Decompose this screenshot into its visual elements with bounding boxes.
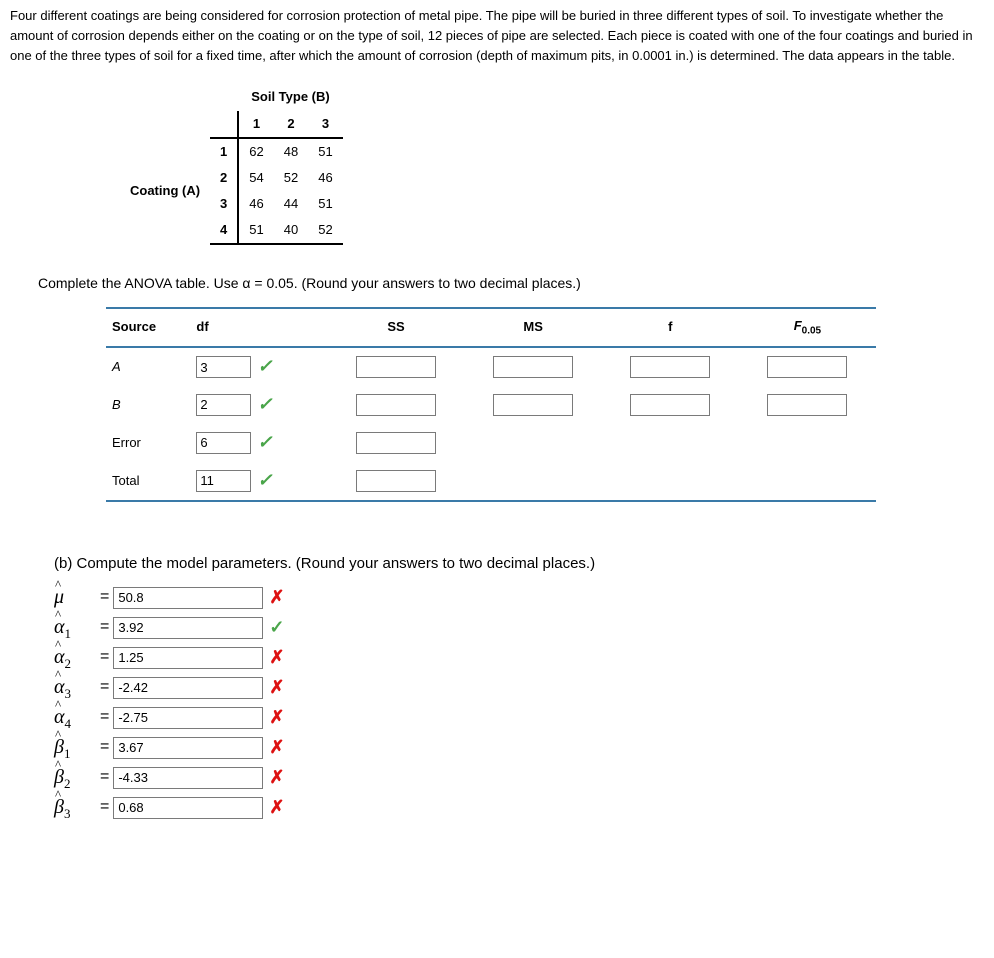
col-header: 3 [308,111,342,138]
data-cell: 51 [238,217,273,244]
anova-header-ss: SS [327,308,464,347]
data-cell: 44 [274,191,308,217]
anova-ss-input[interactable] [356,470,436,492]
check-icon: ✓ [257,429,272,457]
equals-sign: = [100,735,109,760]
anova-row-label: B [106,386,190,424]
anova-header-df: df [190,308,327,347]
param-symbol: ^β3 [54,792,100,824]
param-input[interactable] [113,617,263,639]
anova-header-source: Source [106,308,190,347]
equals-sign: = [100,585,109,610]
param-input[interactable] [113,737,263,759]
param-input[interactable] [113,677,263,699]
data-table: Soil Type (B) 1 2 3 Coating (A) 1 62 48 … [120,84,984,245]
param-input[interactable] [113,587,263,609]
data-cell: 48 [274,138,308,165]
col-header: 2 [274,111,308,138]
anova-f-input[interactable] [630,394,710,416]
parameter-row: ^β2=✗ [54,763,984,793]
anova-row-label: Error [106,424,190,462]
data-cell: 46 [238,191,273,217]
equals-sign: = [100,615,109,640]
parameter-row: ^α4=✗ [54,703,984,733]
data-cell: 52 [308,217,342,244]
parameter-row: ^α1=✓ [54,613,984,643]
param-input[interactable] [113,797,263,819]
cross-icon: ✗ [269,764,284,792]
row-header: 1 [210,138,238,165]
equals-sign: = [100,645,109,670]
equals-sign: = [100,705,109,730]
cross-icon: ✗ [269,734,284,762]
anova-fcrit-input[interactable] [767,356,847,378]
anova-row-label: Total [106,462,190,501]
part-b-text: (b) Compute the model parameters. (Round… [54,552,984,575]
data-cell: 51 [308,191,342,217]
row-header: 4 [210,217,238,244]
anova-instruction: Complete the ANOVA table. Use α = 0.05. … [38,273,984,295]
data-cell: 51 [308,138,342,165]
data-cell: 46 [308,165,342,191]
anova-row-label: A [106,347,190,386]
side-label: Coating (A) [120,138,210,245]
anova-header-ms: MS [465,308,602,347]
equals-sign: = [100,795,109,820]
problem-text: Four different coatings are being consid… [10,6,984,66]
data-cell: 52 [274,165,308,191]
top-label: Soil Type (B) [238,84,342,110]
row-header: 2 [210,165,238,191]
param-input[interactable] [113,707,263,729]
row-header: 3 [210,191,238,217]
anova-df-input[interactable] [196,432,251,454]
anova-header-fcrit: F0.05 [739,308,876,347]
anova-ss-input[interactable] [356,432,436,454]
equals-sign: = [100,675,109,700]
data-cell: 40 [274,217,308,244]
anova-ms-input[interactable] [493,356,573,378]
cross-icon: ✗ [269,644,284,672]
param-input[interactable] [113,767,263,789]
anova-df-input[interactable] [196,394,251,416]
param-input[interactable] [113,647,263,669]
anova-f-input[interactable] [630,356,710,378]
anova-ss-input[interactable] [356,394,436,416]
check-icon: ✓ [257,391,272,419]
parameter-row: ^α2=✗ [54,643,984,673]
cross-icon: ✗ [269,584,284,612]
col-header: 1 [238,111,273,138]
equals-sign: = [100,765,109,790]
anova-header-f: f [602,308,739,347]
parameter-row: ^β3= ✗ [54,793,984,823]
cross-icon: ✗ [269,704,284,732]
data-cell: 62 [238,138,273,165]
anova-df-input[interactable] [196,356,251,378]
check-icon: ✓ [257,353,272,381]
check-icon: ✓ [269,614,284,642]
anova-table: Source df SS MS f F0.05 A ✓ B ✓ Error ✓ Total ✓ [106,307,876,502]
check-icon: ✓ [257,467,272,495]
parameter-row: ^α3=✗ [54,673,984,703]
anova-fcrit-input[interactable] [767,394,847,416]
anova-ms-input[interactable] [493,394,573,416]
parameter-row: ^β1=✗ [54,733,984,763]
cross-icon: ✗ [269,794,284,822]
cross-icon: ✗ [269,674,284,702]
data-cell: 54 [238,165,273,191]
anova-ss-input[interactable] [356,356,436,378]
parameter-row: ^μ=✗ [54,583,984,613]
anova-df-input[interactable] [196,470,251,492]
